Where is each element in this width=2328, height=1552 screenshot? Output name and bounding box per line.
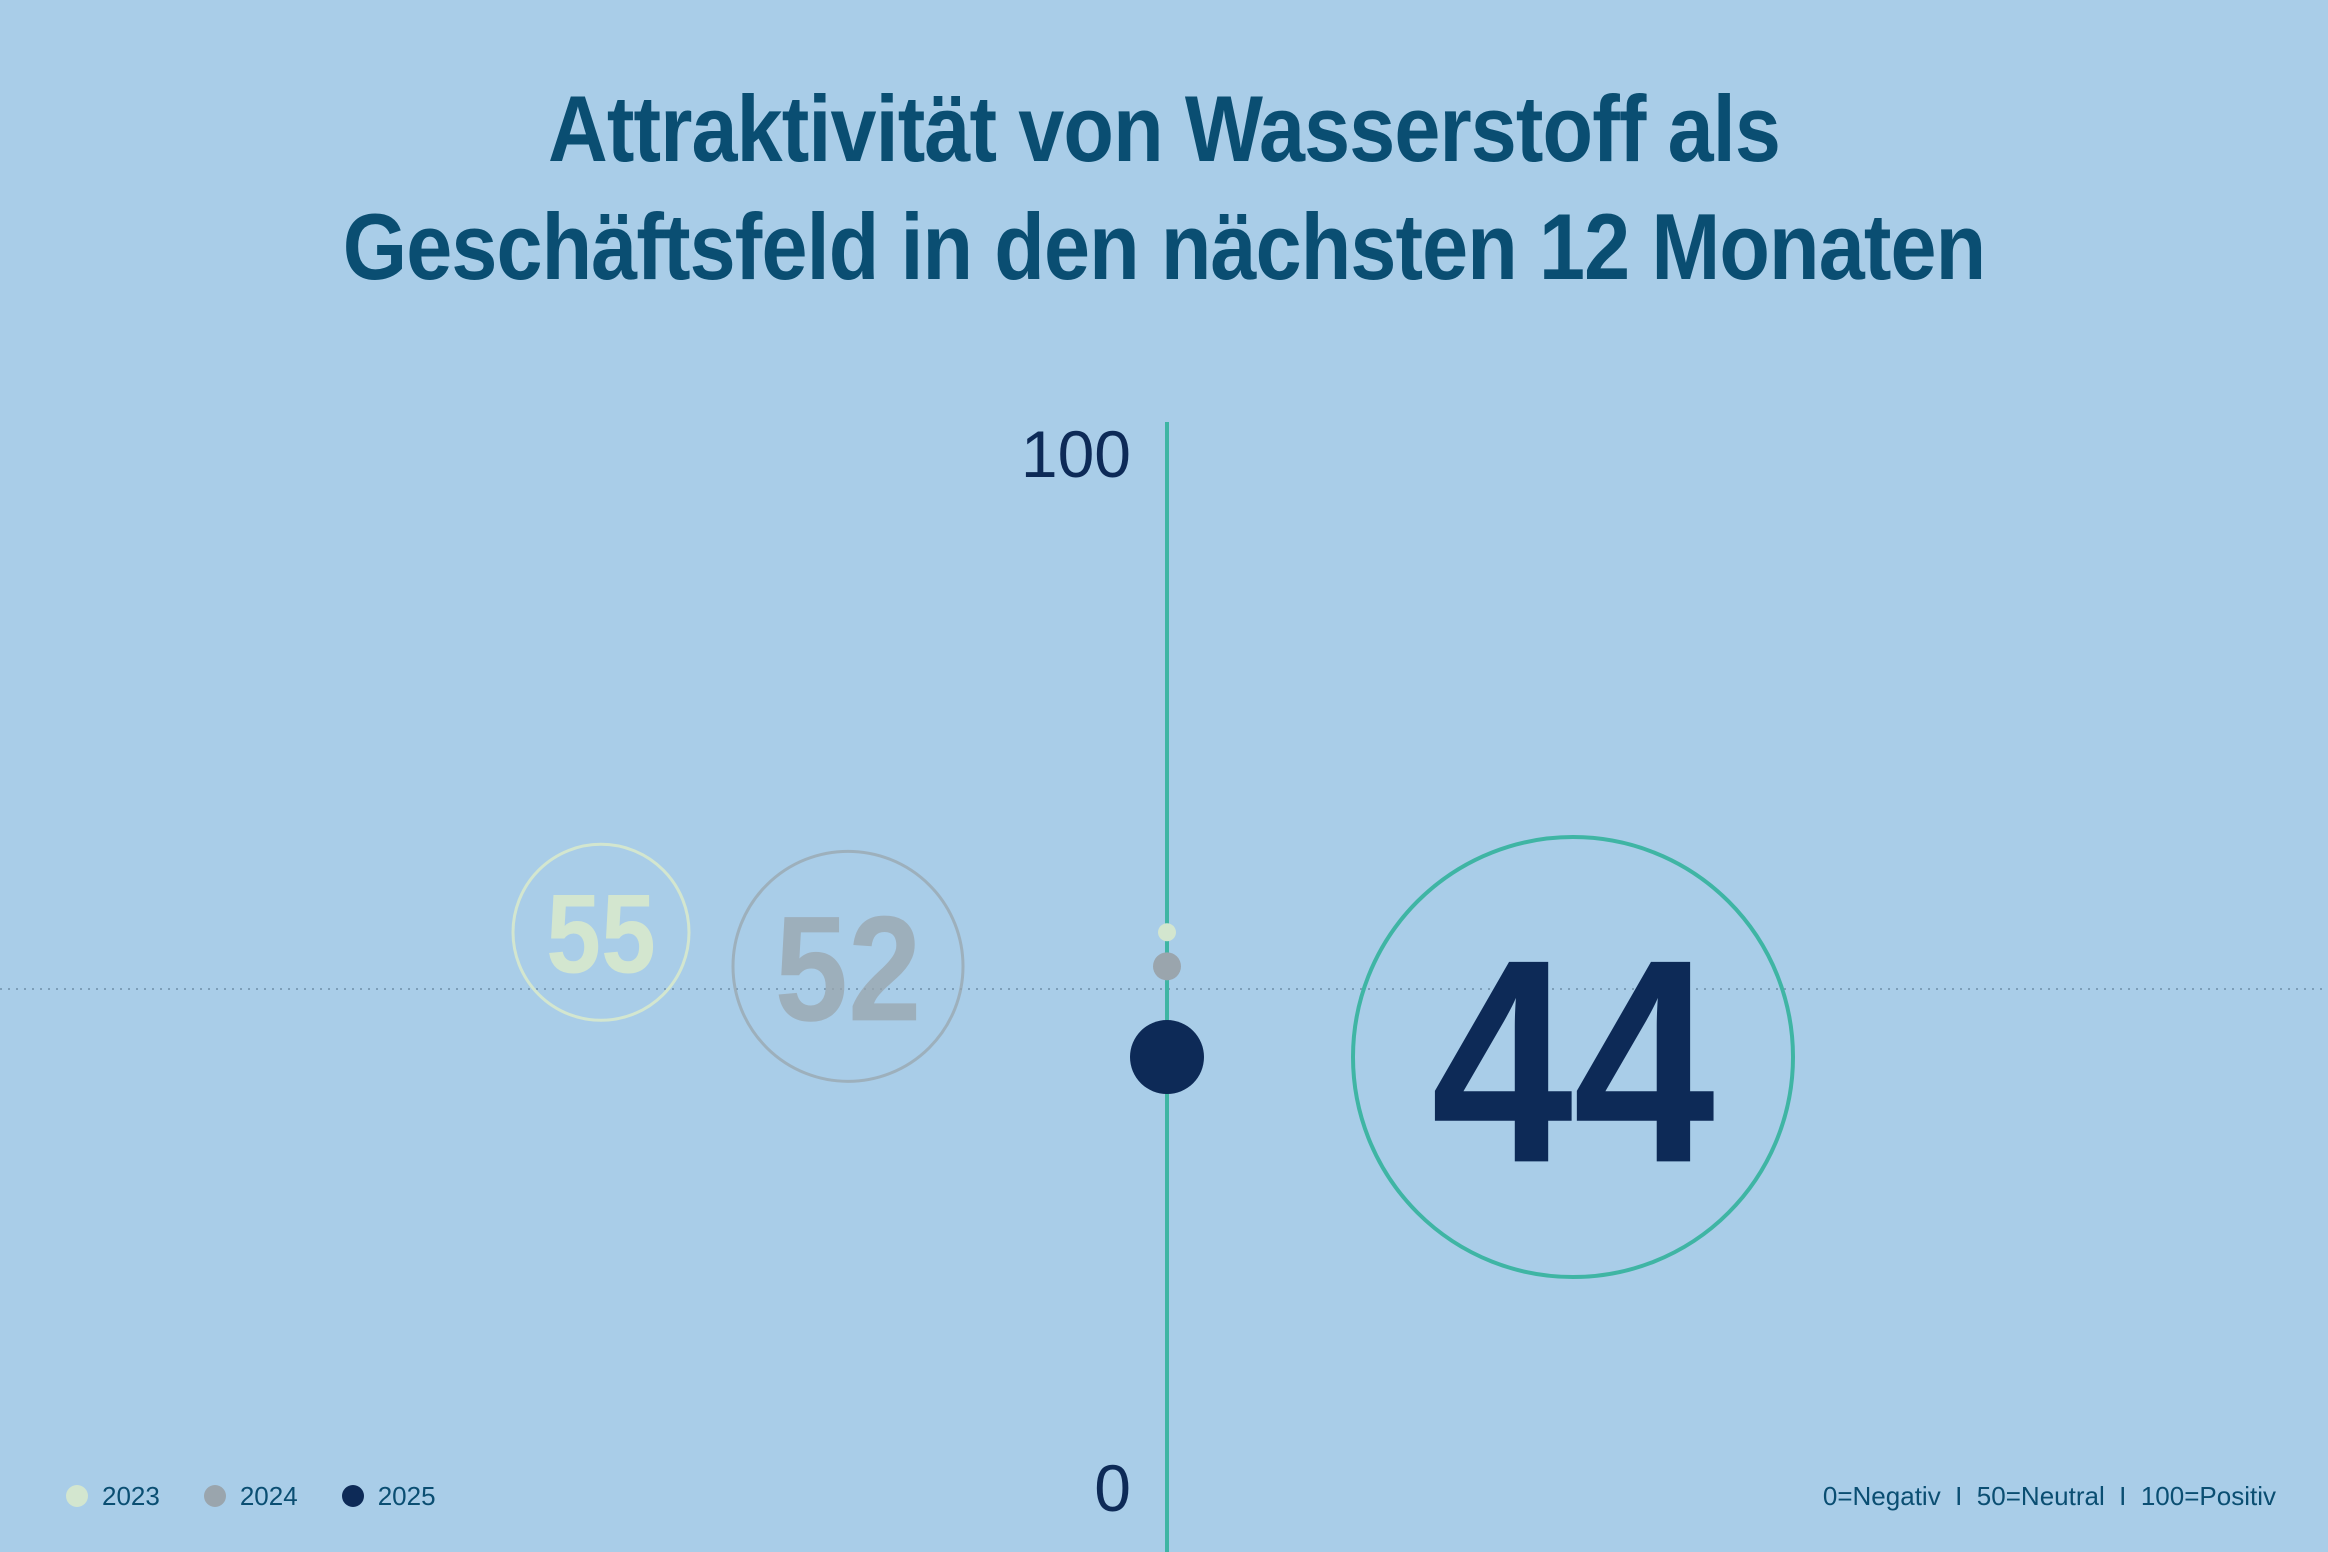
legend-item-2023: 2023 xyxy=(66,1481,160,1512)
data-point-2024 xyxy=(1153,952,1181,981)
data-point-2023 xyxy=(1158,923,1176,942)
legend-label-2025: 2025 xyxy=(377,1480,436,1511)
legend-item-2025: 2025 xyxy=(341,1480,436,1512)
legend-dot-2025 xyxy=(341,1485,364,1507)
value-ring-2024 xyxy=(731,849,965,1083)
value-ring-2025 xyxy=(1351,835,1795,1280)
legend-dot-2024 xyxy=(203,1485,226,1507)
value-label-2023: 55 xyxy=(546,873,656,997)
scale-note: 0=Negativ I 50=Neutral I 100=Positiv xyxy=(1822,1481,2276,1511)
value-label-2024: 52 xyxy=(775,884,922,1052)
chart-title: Attraktivität von Wasserstoff als Geschä… xyxy=(140,70,2189,306)
y-tick-label-max: 100 xyxy=(1020,417,1131,491)
y-tick-label-min: 0 xyxy=(1094,1451,1131,1525)
data-point-2025 xyxy=(1130,1020,1204,1095)
title-line-1: Attraktivität von Wasserstoff als xyxy=(548,76,1781,181)
value-label-2025: 44 xyxy=(1431,899,1716,1223)
legend-dot-2023 xyxy=(66,1485,88,1507)
legend-label-2023: 2023 xyxy=(102,1480,160,1511)
legend-item-2024: 2024 xyxy=(203,1480,298,1512)
legend: 2023 2024 2025 xyxy=(66,1478,480,1514)
legend-label-2024: 2024 xyxy=(239,1480,298,1511)
title-line-2: Geschäftsfeld in den nächsten 12 Monaten xyxy=(342,194,1986,299)
value-ring-2023 xyxy=(511,842,691,1022)
